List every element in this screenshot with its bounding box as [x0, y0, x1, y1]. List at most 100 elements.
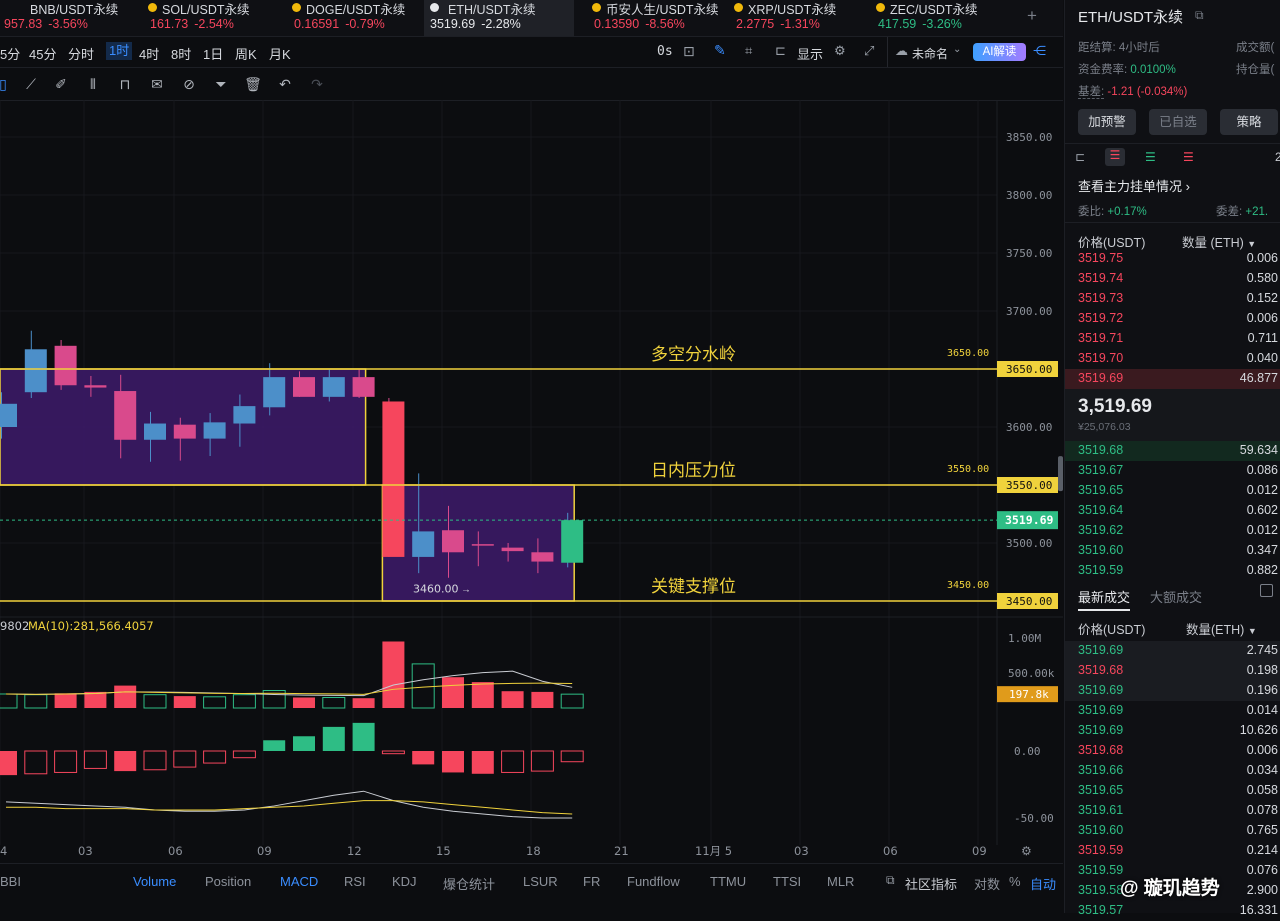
layout-icon[interactable]: ⊏	[775, 43, 786, 58]
timeframe-option[interactable]: 5分	[0, 47, 21, 62]
indicator-tab[interactable]: Volume	[133, 874, 177, 889]
settings-icon[interactable]: ⚙	[834, 43, 846, 58]
trades-header-qty[interactable]: 数量(ETH) ▼	[1186, 623, 1257, 637]
big-trades-checkbox[interactable]	[1260, 584, 1273, 597]
orderbook-row[interactable]: 3519.68 59.634	[1065, 441, 1280, 461]
orderbook-row[interactable]: 3519.69 46.877	[1065, 369, 1280, 389]
indicator-tab[interactable]: 爆仓统计	[443, 877, 496, 892]
lock-icon[interactable]: ⊓	[119, 76, 131, 92]
book-bids-icon[interactable]: ☰	[1145, 150, 1156, 164]
copy-icon[interactable]: ⧉	[1195, 8, 1204, 22]
note-icon[interactable]: ✉	[151, 76, 163, 92]
fullscreen-icon[interactable]: ⤢	[864, 43, 875, 58]
ai-button[interactable]: AI解读	[973, 43, 1026, 61]
settle-value: 4小时后	[1118, 42, 1160, 54]
timeframe-option[interactable]: 分时	[68, 47, 95, 62]
divider	[887, 37, 888, 67]
ticker-change: -3.56%	[48, 17, 88, 31]
indicator-tab[interactable]: TTSI	[773, 874, 802, 889]
camera-icon[interactable]: ⊡	[683, 43, 695, 59]
ticker-tab[interactable]: BNB/USDT永续 957.83 -3.56%	[4, 0, 134, 36]
trade-row: 3519.60 0.765	[1065, 821, 1280, 841]
orderbook-row[interactable]: 3519.62 0.012	[1065, 521, 1280, 541]
orderbook-row[interactable]: 3519.72 0.006	[1065, 309, 1280, 329]
timeframe-option[interactable]: 月K	[269, 47, 291, 62]
ticker-tab[interactable]: 币安人生/USDT永续 0.13590 -8.56%	[592, 0, 722, 36]
orderbook-row[interactable]: 3519.65 0.012	[1065, 481, 1280, 501]
share-icon[interactable]: ⋲	[1033, 43, 1046, 58]
timeframe-option[interactable]: 4时	[139, 47, 160, 62]
last-price-box: 3,519.69 ¥25,076.03	[1065, 389, 1280, 441]
indicator-tab[interactable]: MACD	[280, 874, 319, 889]
ticker-tab[interactable]: SOL/USDT永续 161.73 -2.54%	[148, 0, 278, 36]
indicator-tab[interactable]: KDJ	[392, 874, 417, 889]
trade-row: 3519.69 0.014	[1065, 701, 1280, 721]
book-view-icon[interactable]: ⊏	[1075, 150, 1086, 164]
filter-icon[interactable]: ⏷	[215, 76, 227, 92]
current-price-text: 3519.69	[1005, 513, 1054, 527]
add-tab-button[interactable]: +	[1027, 6, 1037, 25]
tab-latest-trades[interactable]: 最新成交	[1078, 587, 1131, 611]
orderbook-row[interactable]: 3519.73 0.152	[1065, 289, 1280, 309]
orderbook-row[interactable]: 3519.75 0.006	[1065, 249, 1280, 269]
ticker-tab[interactable]: XRP/USDT永续 2.2775 -1.31%	[734, 0, 864, 36]
orderbook-row[interactable]: 3519.74 0.580	[1065, 269, 1280, 289]
timeframe-option[interactable]: 8时	[171, 47, 192, 62]
community-indicators[interactable]: 社区指标	[905, 877, 958, 892]
indicator-tab[interactable]: Position	[205, 874, 252, 889]
indicator-tab[interactable]: Fundflow	[627, 874, 680, 889]
replay-icon[interactable]: ⌗	[745, 43, 753, 58]
log-toggle[interactable]: 对数	[974, 877, 1001, 892]
timeframe-option[interactable]: 周K	[235, 47, 257, 62]
macd-bar	[114, 751, 137, 772]
trade-qty: 0.765	[1246, 823, 1278, 837]
undo-icon[interactable]: ↶	[279, 76, 291, 92]
indicator-tab[interactable]: LSUR	[523, 874, 558, 889]
timeframe-option[interactable]: 1时	[106, 42, 133, 60]
precision-select[interactable]: 2	[1275, 150, 1280, 164]
magnet-icon[interactable]: ⊘	[183, 76, 195, 92]
redo-icon[interactable]: ↷	[311, 76, 323, 92]
brush-icon[interactable]: ✐	[55, 76, 67, 92]
ticker-tab[interactable]: DOGE/USDT永续 0.16591 -0.79%	[292, 0, 422, 36]
tab-big-trades[interactable]: 大额成交	[1150, 590, 1203, 605]
depth-link[interactable]: 查看主力挂单情况 ›	[1078, 179, 1190, 194]
draw-icon[interactable]: ✎	[714, 42, 726, 58]
orderbook-row[interactable]: 3519.67 0.086	[1065, 461, 1280, 481]
price-chart[interactable]: 多空分水岭 3650.00 3650.00 日内压力位 3550.00 3550.00 关键…	[0, 100, 1063, 863]
template-select[interactable]: 未命名	[912, 47, 949, 61]
x-tick-label: 09	[972, 844, 987, 858]
indicator-tab[interactable]: RSI	[344, 874, 366, 889]
cursor-icon[interactable]: ▯	[0, 76, 7, 92]
book-asks-icon[interactable]: ☰	[1183, 150, 1194, 164]
watchlist-button[interactable]: 已自选	[1149, 109, 1207, 135]
chevron-down-icon[interactable]: ⌄	[953, 44, 962, 55]
orderbook-row[interactable]: 3519.64 0.602	[1065, 501, 1280, 521]
strategy-button[interactable]: 策略	[1220, 109, 1278, 135]
timeframe-option[interactable]: 1日	[203, 47, 224, 62]
orderbook-row[interactable]: 3519.71 0.711	[1065, 329, 1280, 349]
orderbook-row[interactable]: 3519.70 0.040	[1065, 349, 1280, 369]
orderbook-row[interactable]: 3519.60 0.347	[1065, 541, 1280, 561]
indicator-tab[interactable]: MLR	[827, 874, 855, 889]
ob-header-qty[interactable]: 数量 (ETH) ▼	[1182, 236, 1257, 250]
book-both-icon[interactable]: ☰	[1105, 148, 1125, 166]
display-button[interactable]: 显示	[797, 47, 824, 62]
chart-type-icon[interactable]: ⫴	[90, 76, 96, 92]
coin-icon	[592, 3, 601, 12]
ticker-tab[interactable]: ZEC/USDT永续 417.59 -3.26%	[876, 0, 1006, 36]
indicator-tab[interactable]: FR	[583, 874, 601, 889]
timeframe-option[interactable]: 45分	[29, 47, 57, 62]
volume-bar	[560, 693, 584, 709]
indicator-tab[interactable]: TTMU	[710, 874, 747, 889]
indicator-tab[interactable]: BBI	[0, 874, 21, 889]
orderbook-row[interactable]: 3519.59 0.882	[1065, 561, 1280, 581]
orderbook-price: 3519.67	[1078, 463, 1124, 477]
auto-toggle[interactable]: 自动	[1030, 877, 1057, 892]
ticker-tab[interactable]: ETH/USDT永续 3519.69 -2.28%	[424, 0, 574, 36]
orderbook-qty: 0.040	[1246, 351, 1278, 365]
alert-button[interactable]: 加预警	[1078, 109, 1136, 135]
trash-icon[interactable]: 🗑	[244, 76, 262, 92]
ruler-icon[interactable]: ⟋	[26, 76, 36, 92]
percent-toggle[interactable]: %	[1009, 874, 1021, 889]
